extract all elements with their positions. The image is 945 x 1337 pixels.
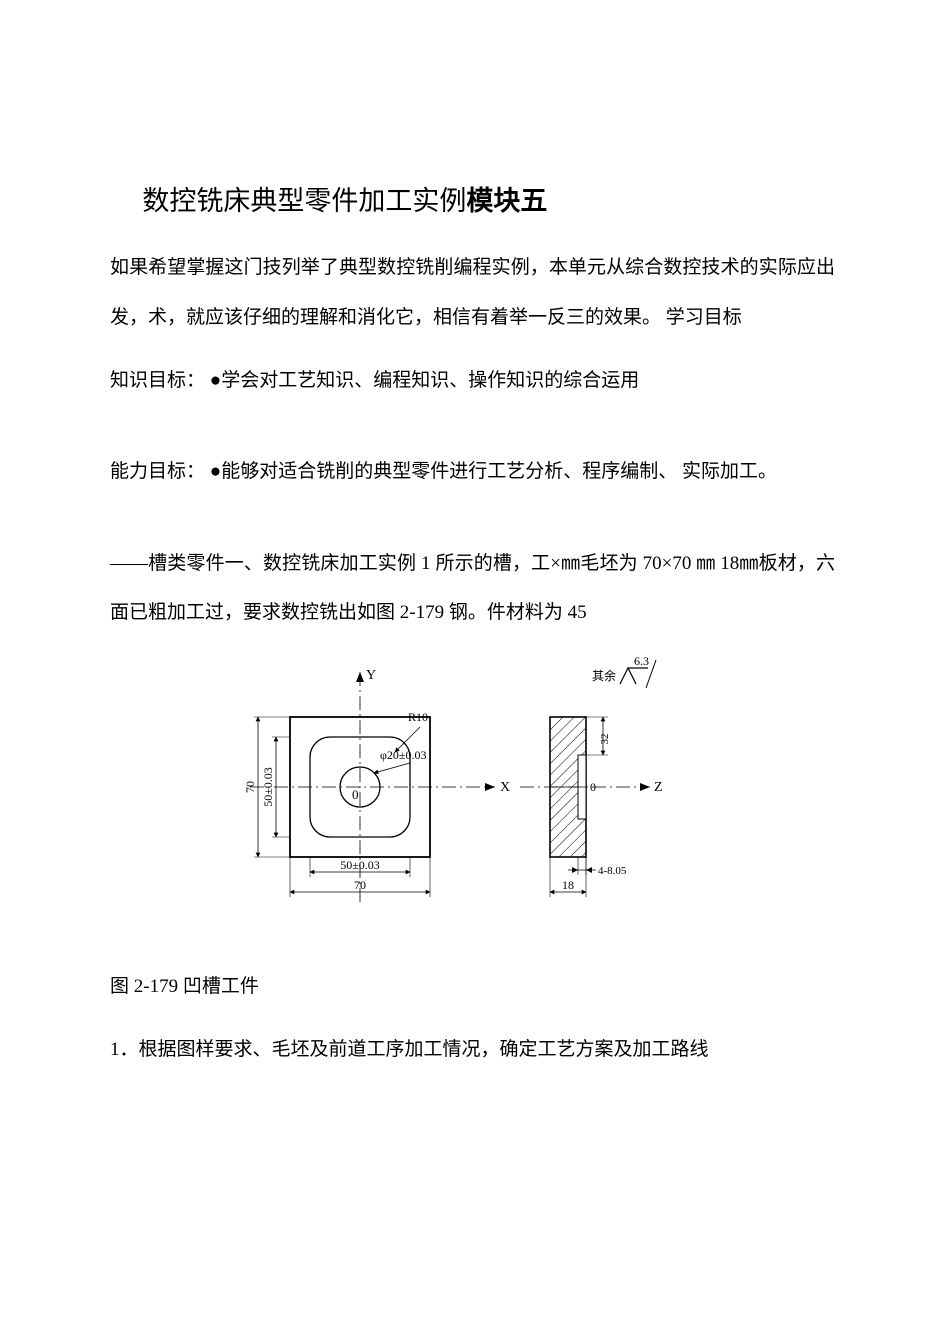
axis-y-label: Y [366,668,376,683]
dim-thick: 18 [562,878,574,892]
front-origin-label: 0 [352,787,359,802]
page-title: 数控铣床典型零件加工实例模块五 [110,180,835,223]
side-origin-label: 0 [590,780,596,794]
figure-caption: 图 2-179 凹槽工件 [110,962,835,1011]
dim-r10: R10 [408,710,428,724]
dim-outer-w: 70 [354,878,366,892]
title-bold: 模块五 [466,186,547,216]
paragraph-2: 知识目标： ●学会对工艺知识、编程知识、操作知识的综合运用 [110,356,835,405]
dim-slot-w: 50±0.03 [340,858,380,872]
paragraph-4: ——槽类零件一、数控铣床加工实例 1 所示的槽，工×㎜毛坯为 70×70 ㎜ 1… [110,539,835,638]
surface-finish-symbol: 其余 6.3 [592,654,656,688]
drawing-svg: 其余 6.3 X Y [220,652,690,932]
paragraph-3: 能力目标： ●能够对适合铣削的典型零件进行工艺分析、程序编制、 实际加工。 [110,447,835,496]
dim-side-slot-h: 32 [599,733,611,744]
paragraph-5: 1．根据图样要求、毛坯及前道工序加工情况，确定工艺方案及加工路线 [110,1025,835,1074]
figure-2-179: 其余 6.3 X Y [220,652,690,932]
dim-outer-h: 70 [243,781,257,793]
dim-slot-h: 50±0.03 [261,767,275,807]
title-pre: 数控铣床典型零件加工实例 [142,186,466,216]
side-view: Z 0 32 18 [520,717,663,897]
dim-hole: φ20±0.03 [380,748,427,762]
front-view: X Y 0 R10 φ20±0.03 [243,668,510,902]
paragraph-1: 如果希望掌握这门技列举了典型数控铣削编程实例，本单元从综合数控技术的实际应出发，… [110,243,835,342]
axis-z-label: Z [654,780,663,795]
axis-x-label: X [500,780,510,795]
surface-prefix: 其余 [592,668,616,683]
dim-depth: 4-8.05 [598,865,627,877]
surface-value: 6.3 [634,654,649,668]
